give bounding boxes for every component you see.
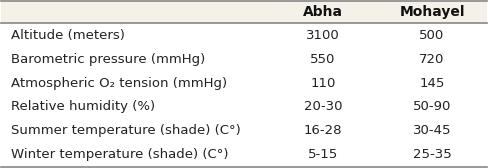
Text: Abha: Abha: [303, 5, 343, 19]
Text: 25-35: 25-35: [413, 148, 451, 161]
Text: Mohayel: Mohayel: [399, 5, 465, 19]
Text: Winter temperature (shade) (C°): Winter temperature (shade) (C°): [11, 148, 228, 161]
Text: 3100: 3100: [306, 29, 340, 42]
Text: 110: 110: [310, 77, 336, 90]
Text: Relative humidity (%): Relative humidity (%): [11, 100, 155, 113]
Text: Summer temperature (shade) (C°): Summer temperature (shade) (C°): [11, 124, 241, 137]
Text: 16-28: 16-28: [304, 124, 342, 137]
Text: Atmospheric O₂ tension (mmHg): Atmospheric O₂ tension (mmHg): [11, 77, 227, 90]
Text: 30-45: 30-45: [413, 124, 451, 137]
FancyBboxPatch shape: [1, 1, 487, 23]
Text: Altitude (meters): Altitude (meters): [11, 29, 125, 42]
Text: Barometric pressure (mmHg): Barometric pressure (mmHg): [11, 53, 205, 66]
Text: 5-15: 5-15: [308, 148, 338, 161]
Text: 720: 720: [419, 53, 445, 66]
Text: 500: 500: [419, 29, 445, 42]
Text: 145: 145: [419, 77, 445, 90]
Text: 20-30: 20-30: [304, 100, 342, 113]
Text: 50-90: 50-90: [413, 100, 451, 113]
Text: 550: 550: [310, 53, 336, 66]
